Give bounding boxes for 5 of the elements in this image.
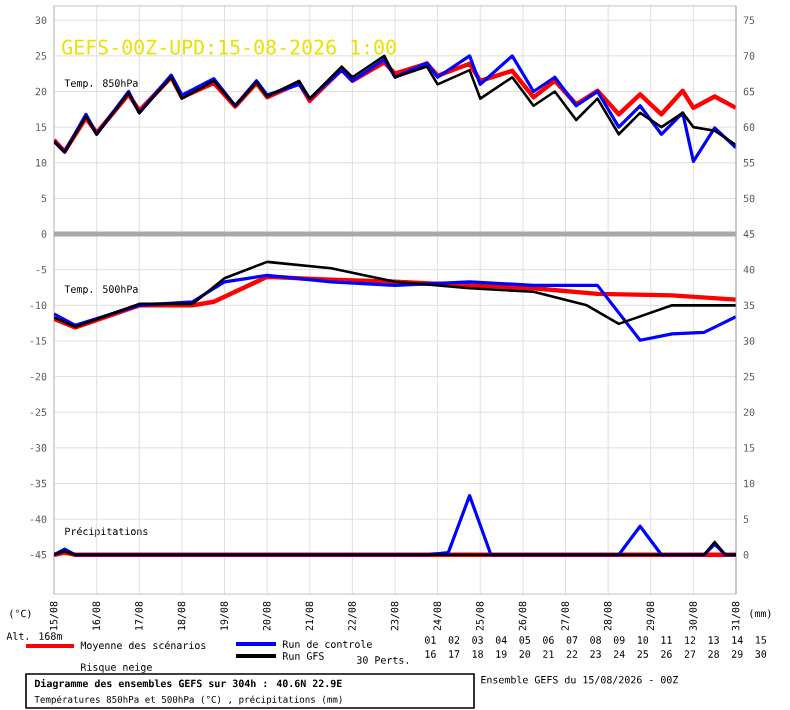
line-series: [54, 274, 737, 330]
line-series: [54, 260, 737, 329]
line-series: [54, 273, 737, 342]
text: GEFS-00Z-UPD:15-08-2026 1:00: [62, 39, 396, 55]
line-series: [54, 494, 737, 557]
